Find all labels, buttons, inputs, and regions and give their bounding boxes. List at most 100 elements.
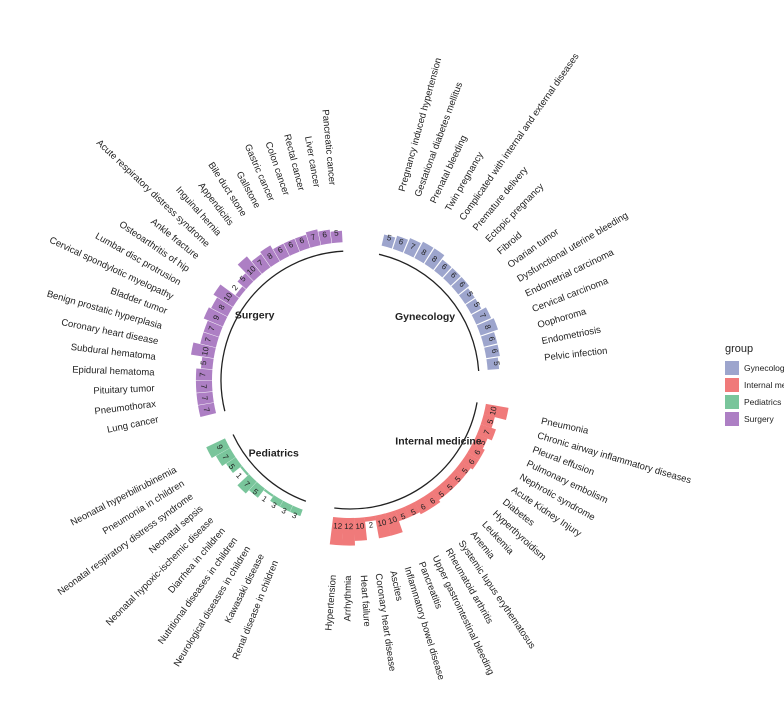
- bar-internal-medicine-pulmonary-embolism: [472, 433, 488, 449]
- group-arc-surgery: [220, 250, 344, 412]
- bar-surgery-gastric-cancer: [283, 238, 300, 256]
- bar-surgery-rectal-cancer: [305, 229, 321, 248]
- value-label-internal-medicine-10: 6: [428, 496, 437, 506]
- bar-internal-medicine-leukemia: [440, 477, 457, 494]
- value-label-internal-medicine-15: 10: [377, 518, 388, 529]
- value-label-internal-medicine-2: 7: [482, 428, 492, 436]
- value-label-gynecology-12: 6: [487, 336, 497, 343]
- value-label-gynecology-4: 8: [430, 254, 439, 264]
- legend-label-gynecology: Gynecology: [744, 362, 784, 373]
- legend-swatch-pediatrics: [725, 394, 739, 409]
- value-label-internal-medicine-11: 6: [419, 502, 428, 512]
- bar-pediatrics-neurological-diseases-in-children: [270, 495, 283, 507]
- bar-surgery-pancreatic-cancer: [330, 230, 343, 244]
- bar-gynecology-endometriosis: [484, 344, 500, 359]
- bar-pediatrics-pneumonia-in-children: [215, 448, 236, 467]
- value-label-gynecology-13: 6: [490, 348, 500, 355]
- bar-internal-medicine-arrhythmia: [342, 517, 355, 546]
- value-label-surgery-11: 2: [230, 283, 240, 293]
- bar-internal-medicine-diabetes: [454, 461, 471, 478]
- value-label-internal-medicine-16: 2: [368, 520, 374, 530]
- value-label-pediatrics-7: 5: [227, 462, 237, 471]
- group-label-internal-medicine: Internal medicine: [395, 436, 482, 448]
- bar-surgery-lumbar-disc-protrusion: [211, 297, 233, 317]
- bar-surgery-benign-prostatic-hyperplasia: [200, 332, 219, 348]
- bar-internal-medicine-nephrotic-syndrome: [467, 443, 485, 460]
- bar-surgery-gallstone: [273, 243, 290, 262]
- bar-internal-medicine-heart-failure: [354, 517, 368, 541]
- value-label-surgery-0: 7: [202, 407, 212, 414]
- legend-item-surgery: Surgery: [725, 410, 784, 427]
- group-label-surgery: Surgery: [235, 309, 275, 321]
- value-label-internal-medicine-3: 5: [478, 438, 488, 446]
- bar-gynecology-ovarian-tumor: [458, 288, 475, 304]
- bar-surgery-inguinal-hernia: [237, 256, 262, 282]
- bar-surgery-coronary-heart-disease: [191, 342, 216, 359]
- value-label-pediatrics-9: 9: [215, 443, 225, 452]
- category-labels-layer: Pregnancy induced hypertensionGestationa…: [45, 51, 692, 681]
- value-label-internal-medicine-7: 5: [453, 474, 463, 484]
- value-label-surgery-16: 6: [276, 245, 285, 255]
- value-label-pediatrics-8: 7: [220, 453, 230, 462]
- value-label-surgery-19: 7: [310, 232, 317, 242]
- category-label-gynecology-complicated-with-internal-and-external-diseases: Complicated with internal and external d…: [457, 51, 581, 223]
- value-label-pediatrics-0: 3: [291, 511, 299, 521]
- value-label-gynecology-1: 6: [397, 237, 405, 247]
- value-label-gynecology-7: 6: [457, 280, 467, 290]
- bar-surgery-osteoarthritis-of-hip: [213, 284, 239, 307]
- value-label-internal-medicine-14: 10: [387, 514, 399, 525]
- value-label-gynecology-10: 7: [478, 312, 488, 320]
- value-label-surgery-7: 7: [207, 324, 217, 332]
- legend-swatch-internal-medicine: [725, 377, 739, 392]
- bar-pediatrics-diarrhea-in-children: [249, 481, 265, 498]
- value-label-gynecology-0: 5: [386, 233, 393, 243]
- category-label-surgery-subdural-hematoma: Subdural hematoma: [70, 342, 157, 363]
- value-label-surgery-2: 7: [199, 384, 208, 389]
- bar-gynecology-gestational-diabetes-mellitus: [392, 235, 409, 253]
- value-label-gynecology-14: 5: [492, 361, 502, 367]
- category-label-gynecology-endometriosis: Endometriosis: [541, 324, 602, 347]
- legend-item-internal-medicine: Internal medicine: [725, 376, 784, 393]
- bar-surgery-epidural-hematoma: [195, 368, 213, 381]
- value-label-internal-medicine-19: 12: [333, 521, 343, 531]
- bar-internal-medicine-upper-gastrointestinal-bleeding: [404, 502, 420, 518]
- bar-surgery-ankle-fracture: [235, 286, 246, 298]
- bar-gynecology-twin-pregnancy: [414, 241, 434, 264]
- legend-label-surgery: Surgery: [744, 413, 774, 424]
- bar-pediatrics-neonatal-hyperbilirubinemia: [206, 438, 230, 459]
- category-label-internal-medicine-arrhythmia: Arrhythmia: [343, 575, 354, 622]
- bar-gynecology-ectopic-pregnancy: [443, 267, 461, 286]
- value-label-internal-medicine-18: 12: [344, 522, 354, 531]
- value-label-pediatrics-6: 1: [234, 471, 244, 481]
- bar-internal-medicine-hyperthyroidism: [447, 469, 464, 486]
- value-label-surgery-8: 9: [211, 313, 221, 321]
- category-label-surgery-pancreatic-cancer: Pancreatic cancer: [319, 109, 337, 186]
- bar-internal-medicine-chronic-airway-inflammatory-diseases: [480, 414, 495, 428]
- bar-surgery-appendicitis: [251, 254, 271, 274]
- category-label-internal-medicine-hypertension: Hypertension: [323, 574, 339, 631]
- legend-label-internal-medicine: Internal medicine: [744, 379, 784, 390]
- bar-pediatrics-neonatal-respiratory-distress-syndrome: [226, 457, 242, 473]
- bar-surgery-pituitary-tumor: [195, 380, 213, 393]
- bar-surgery-colon-cancer: [294, 234, 310, 252]
- group-arc-pediatrics: [232, 434, 307, 502]
- legend-label-pediatrics: Pediatrics: [744, 396, 782, 407]
- value-label-internal-medicine-1: 5: [486, 418, 496, 425]
- bar-surgery-bladder-tumor: [203, 320, 223, 337]
- value-label-surgery-1: 7: [200, 395, 210, 401]
- value-label-gynecology-11: 8: [483, 323, 493, 331]
- value-label-internal-medicine-9: 5: [437, 489, 447, 499]
- value-label-internal-medicine-12: 5: [409, 507, 417, 517]
- bar-surgery-acute-respiratory-distress-syndrome: [237, 273, 254, 290]
- value-label-surgery-18: 6: [298, 236, 306, 246]
- value-labels-layer: 5 6 78866655786651057566555566551010210121…: [198, 229, 501, 532]
- value-label-pediatrics-5: 7: [242, 479, 252, 489]
- bar-gynecology-pregnancy-induced-hypertension: [381, 234, 396, 249]
- bar-internal-medicine-pancreatitis: [395, 506, 410, 522]
- value-label-internal-medicine-4: 6: [472, 448, 482, 457]
- bar-surgery-liver-cancer: [318, 229, 332, 246]
- group-label-gynecology: Gynecology: [395, 311, 455, 323]
- bar-gynecology-pelvic-infection: [486, 357, 500, 370]
- bar-pediatrics-renal-disease-in-children: [290, 505, 303, 517]
